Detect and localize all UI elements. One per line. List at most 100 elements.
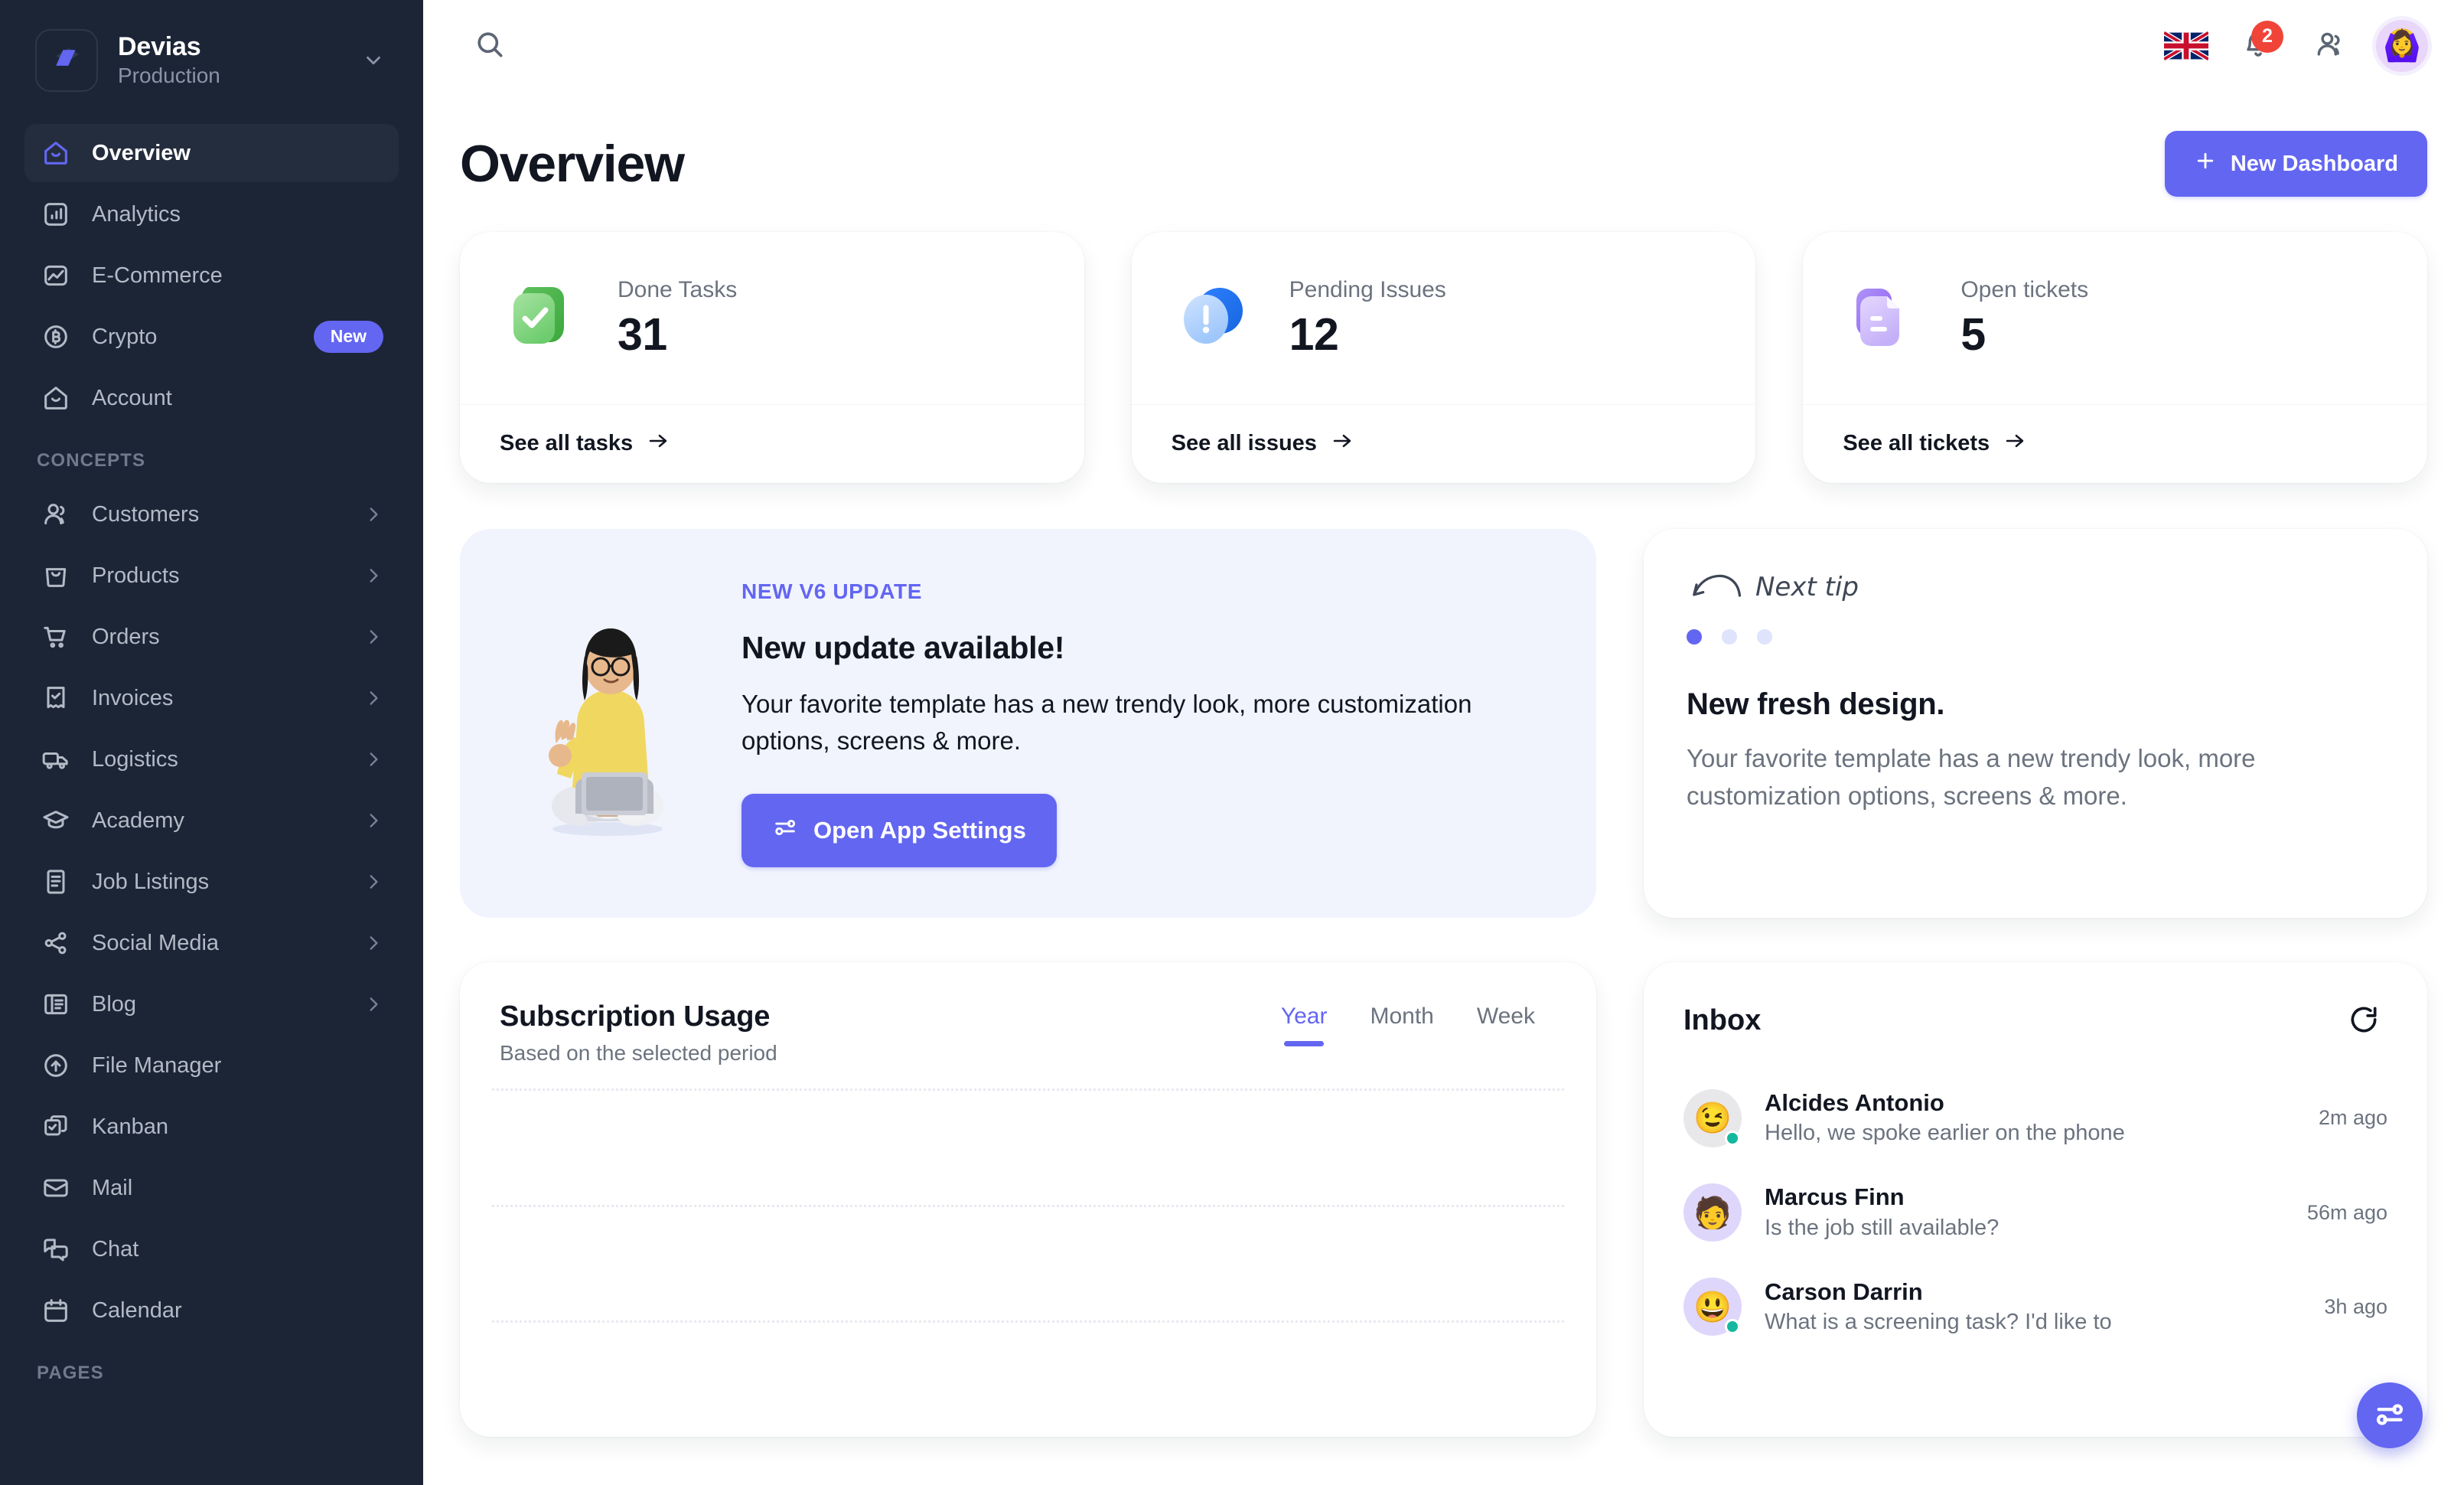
sidebar-item-products[interactable]: Products — [24, 547, 399, 605]
stat-card-open-tickets: Open tickets 5 See all tickets — [1803, 232, 2428, 483]
sidebar-item-chat[interactable]: Chat — [24, 1220, 399, 1278]
refresh-icon — [2347, 1003, 2381, 1039]
grid-line — [492, 1204, 1564, 1207]
news-icon — [40, 988, 72, 1020]
stat-label: Pending Issues — [1289, 277, 1446, 302]
envelope-icon — [40, 1172, 72, 1204]
chevron-right-icon — [363, 933, 383, 953]
users-icon — [2313, 28, 2347, 64]
chevron-right-icon — [363, 811, 383, 831]
see-all-tickets-link[interactable]: See all tickets — [1843, 429, 2026, 459]
grid-line — [492, 1320, 1564, 1323]
share-icon — [40, 927, 72, 959]
see-all-tasks-link[interactable]: See all tasks — [500, 429, 670, 459]
sidebar-item-job-listings[interactable]: Job Listings — [24, 853, 399, 911]
inbox-title: Inbox — [1683, 1004, 1762, 1037]
avatar: 😃 — [1683, 1278, 1742, 1336]
search-icon — [473, 28, 507, 64]
stat-label: Done Tasks — [618, 277, 738, 302]
arrow-right-icon — [647, 429, 670, 459]
tip-dot[interactable] — [1722, 628, 1737, 645]
tip-dot[interactable] — [1757, 628, 1772, 645]
chat-bubbles-icon — [40, 1233, 72, 1265]
stat-card-footer: See all tickets — [1803, 405, 2427, 483]
upload-circle-icon — [40, 1049, 72, 1082]
see-all-issues-label: See all issues — [1171, 431, 1317, 456]
tip-pagination-dots[interactable] — [1687, 628, 2384, 645]
language-button[interactable] — [2156, 16, 2216, 76]
sidebar-item-file-manager[interactable]: File Manager — [24, 1036, 399, 1095]
stat-card-body: Pending Issues 12 — [1132, 232, 1756, 404]
tab-week[interactable]: Week — [1455, 999, 1556, 1046]
main-area: 2 🙆‍♀️ Overview New Dashboard — [423, 0, 2464, 1485]
sidebar-item-crypto[interactable]: Crypto New — [24, 308, 399, 366]
divider — [460, 403, 1084, 405]
see-all-tasks-label: See all tasks — [500, 431, 634, 456]
sidebar-item-invoices[interactable]: Invoices — [24, 669, 399, 727]
sidebar-item-overview[interactable]: Overview — [24, 124, 399, 182]
tip-title: New fresh design. — [1687, 687, 1945, 721]
promo-copy: NEW V6 UPDATE New update available! Your… — [741, 579, 1550, 868]
sidebar-item-customers[interactable]: Customers — [24, 485, 399, 543]
sidebar-item-blog[interactable]: Blog — [24, 975, 399, 1033]
stat-value: 31 — [618, 309, 667, 360]
topbar-right: 2 🙆‍♀️ — [2156, 15, 2432, 76]
chart-bars — [492, 1088, 1564, 1437]
avatar: 🧑 — [1683, 1183, 1742, 1242]
sidebar-item-social-media[interactable]: Social Media — [24, 914, 399, 972]
refresh-button[interactable] — [2340, 997, 2387, 1045]
sidebar-item-kanban[interactable]: Kanban — [24, 1098, 399, 1156]
chart-inbox-row: Subscription Usage Based on the selected… — [460, 961, 2427, 1437]
topbar-left — [460, 16, 520, 76]
truck-icon — [40, 743, 72, 775]
graduation-cap-icon — [40, 805, 72, 837]
sidebar-item-mail[interactable]: Mail — [24, 1159, 399, 1217]
sidebar-item-calendar[interactable]: Calendar — [24, 1281, 399, 1340]
inbox-message-item[interactable]: 🧑 Marcus Finn Is the job still available? 5… — [1644, 1165, 2427, 1259]
see-all-issues-link[interactable]: See all issues — [1172, 429, 1354, 459]
sidebar-item-label: Calendar — [92, 1297, 182, 1323]
notifications-button[interactable]: 2 — [2228, 16, 2288, 76]
inbox-message-item[interactable]: 😉 Alcides Antonio Hello, we spoke earlier … — [1644, 1071, 2427, 1165]
chart-period-tabs: Year Month Week — [1260, 999, 1556, 1046]
sidebar-item-label: Overview — [92, 140, 191, 165]
inbox-message-sender: Carson Darrin — [1765, 1278, 1923, 1305]
tab-year[interactable]: Year — [1260, 999, 1349, 1046]
chevron-right-icon — [363, 688, 383, 708]
promo-description: Your favorite template has a new trendy … — [741, 689, 1472, 756]
sidebar-item-label: Products — [92, 563, 180, 588]
sidebar-item-academy[interactable]: Academy — [24, 791, 399, 850]
brand-switcher[interactable]: Devias Production — [0, 0, 423, 118]
sidebar-item-label: E-Commerce — [92, 263, 223, 288]
image-chart-icon — [40, 259, 72, 292]
new-dashboard-button[interactable]: New Dashboard — [2164, 131, 2427, 197]
search-button[interactable] — [460, 16, 520, 76]
shopping-cart-icon — [40, 621, 72, 653]
document-ticket-icon — [1843, 276, 1925, 359]
contacts-button[interactable] — [2300, 16, 2360, 76]
see-all-tickets-label: See all tickets — [1843, 431, 1990, 456]
warning-circle-icon — [1172, 276, 1254, 359]
tip-dot[interactable] — [1687, 628, 1702, 645]
inbox-message-body: Carson Darrin What is a screening task? I… — [1765, 1277, 2301, 1337]
stat-card-footer: See all issues — [1132, 405, 1756, 483]
sidebar-item-analytics[interactable]: Analytics — [24, 185, 399, 243]
inbox-message-item[interactable]: 😃 Carson Darrin What is a screening task? … — [1644, 1260, 2427, 1354]
sidebar-item-orders[interactable]: Orders — [24, 608, 399, 666]
sidebar-item-label: Academy — [92, 808, 184, 833]
avatar[interactable]: 🙆‍♀️ — [2372, 15, 2432, 76]
sidebar-item-account[interactable]: Account — [24, 369, 399, 427]
account-home-icon — [40, 382, 72, 414]
user-avatar: 🙆‍♀️ — [2383, 29, 2421, 63]
kanban-icon — [40, 1111, 72, 1143]
stat-card-footer: See all tasks — [460, 405, 1084, 483]
open-app-settings-button[interactable]: Open App Settings — [741, 794, 1057, 868]
settings-fab-button[interactable] — [2357, 1382, 2423, 1448]
tab-month[interactable]: Month — [1348, 999, 1455, 1046]
chart-title: Subscription Usage — [500, 1000, 771, 1033]
sidebar-item-label: Kanban — [92, 1114, 168, 1139]
sidebar-item-logistics[interactable]: Logistics — [24, 730, 399, 788]
sidebar-item-ecommerce[interactable]: E-Commerce — [24, 246, 399, 305]
chevron-down-icon[interactable] — [362, 49, 388, 72]
grid-line — [492, 1088, 1564, 1092]
